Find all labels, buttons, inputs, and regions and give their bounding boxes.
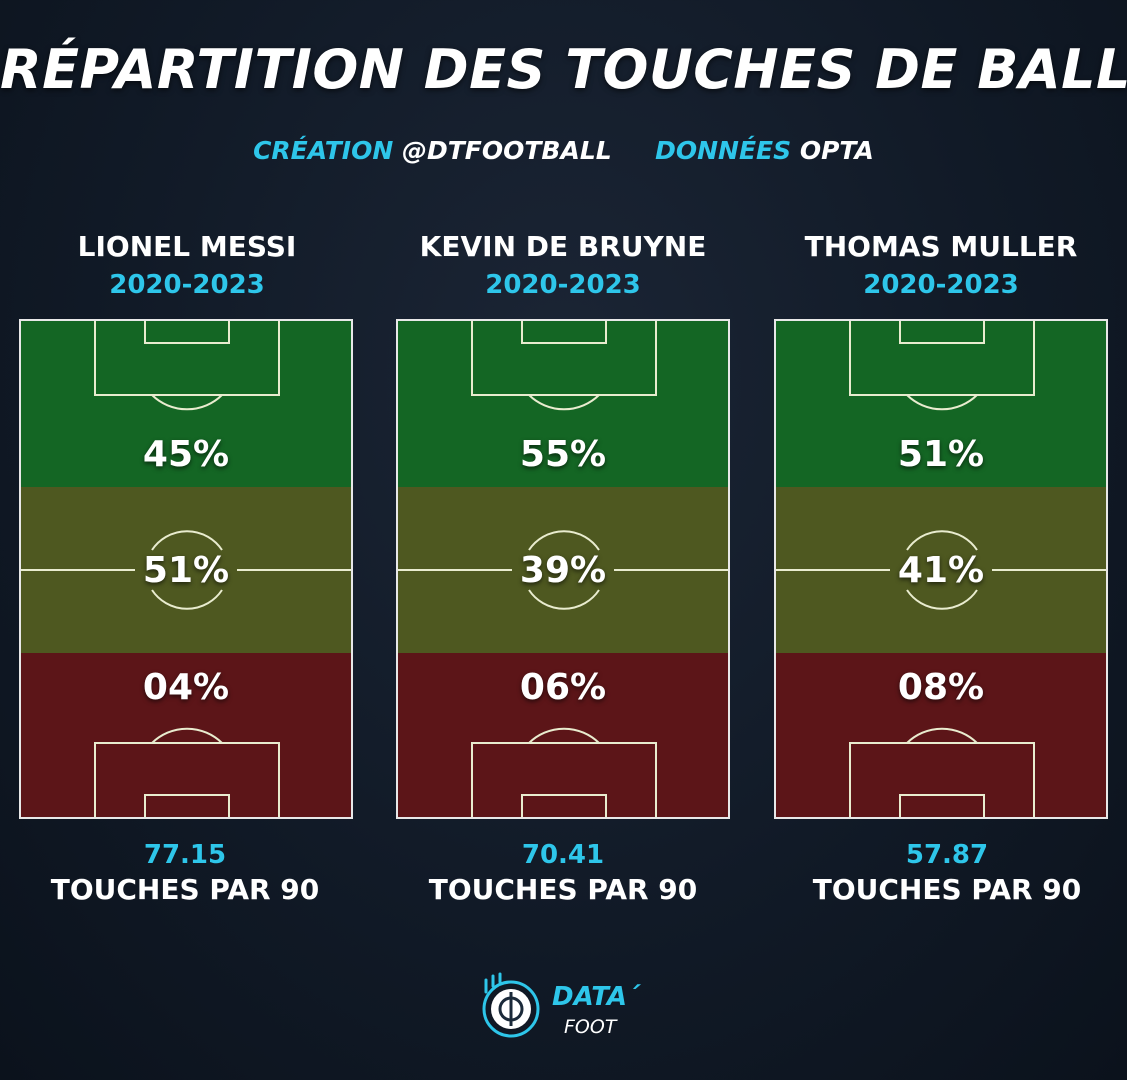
credit-label: CRÉATION	[253, 136, 394, 165]
stats-muller: 57.87 TOUCHES PAR 90	[778, 838, 1116, 908]
player-header-messi: LIONEL MESSI 2020-2023	[18, 230, 356, 302]
middle-percent-value: 41%	[897, 550, 985, 591]
defense-zone	[776, 653, 1106, 817]
player-name: KEVIN DE BRUYNE	[419, 230, 707, 263]
pitch-messi: 45% 51% 04%	[19, 319, 353, 819]
middle-percent-value: 51%	[142, 550, 230, 591]
attack-percent: 51%	[897, 434, 985, 475]
touches-label: TOUCHES PAR 90	[428, 873, 698, 906]
player-name: LIONEL MESSI	[77, 230, 297, 263]
pitch-de-bruyne: 55% 39% 06%	[396, 319, 730, 819]
middle-percent: 39%	[398, 551, 728, 591]
attack-percent: 45%	[142, 434, 230, 475]
player-name: THOMAS MULLER	[804, 230, 1078, 263]
data-foot-logo: DATA´ FOOT	[476, 972, 666, 1042]
player-years: 2020-2023	[109, 270, 265, 300]
middle-percent: 51%	[21, 551, 351, 591]
stats-de-bruyne: 70.41 TOUCHES PAR 90	[394, 838, 732, 908]
pitch-lines	[776, 321, 1106, 817]
credits-line: CRÉATION @DTFOOTBALL DONNÉES OPTA	[0, 136, 1127, 165]
credit-value: @DTFOOTBALL	[401, 136, 612, 165]
data-label: DONNÉES	[655, 136, 792, 165]
middle-percent-value: 39%	[519, 550, 607, 591]
stats-messi: 77.15 TOUCHES PAR 90	[16, 838, 354, 908]
middle-percent: 41%	[776, 551, 1106, 591]
player-header-de-bruyne: KEVIN DE BRUYNE 2020-2023	[394, 230, 732, 302]
touches-value: 70.41	[521, 840, 605, 870]
touches-value: 57.87	[905, 840, 989, 870]
player-header-muller: THOMAS MULLER 2020-2023	[772, 230, 1110, 302]
defense-zone	[21, 653, 351, 817]
attack-zone	[21, 321, 351, 487]
attack-percent: 55%	[519, 434, 607, 475]
pitch-lines	[21, 321, 351, 817]
player-years: 2020-2023	[863, 270, 1019, 300]
touches-label: TOUCHES PAR 90	[812, 873, 1082, 906]
player-years: 2020-2023	[485, 270, 641, 300]
defense-percent: 08%	[897, 667, 985, 708]
data-value: OPTA	[799, 136, 874, 165]
touches-value: 77.15	[143, 840, 227, 870]
pitch-muller: 51% 41% 08%	[774, 319, 1108, 819]
page-title: RÉPARTITION DES TOUCHES DE BALLE	[0, 38, 1127, 101]
logo-main-text: DATA´	[552, 982, 641, 1012]
touches-label: TOUCHES PAR 90	[50, 873, 320, 906]
defense-zone	[398, 653, 728, 817]
ball-icon	[482, 972, 540, 1038]
attack-zone	[776, 321, 1106, 487]
defense-percent: 06%	[519, 667, 607, 708]
logo-sub-text: FOOT	[564, 1016, 617, 1038]
pitch-lines	[398, 321, 728, 817]
attack-zone	[398, 321, 728, 487]
defense-percent: 04%	[142, 667, 230, 708]
